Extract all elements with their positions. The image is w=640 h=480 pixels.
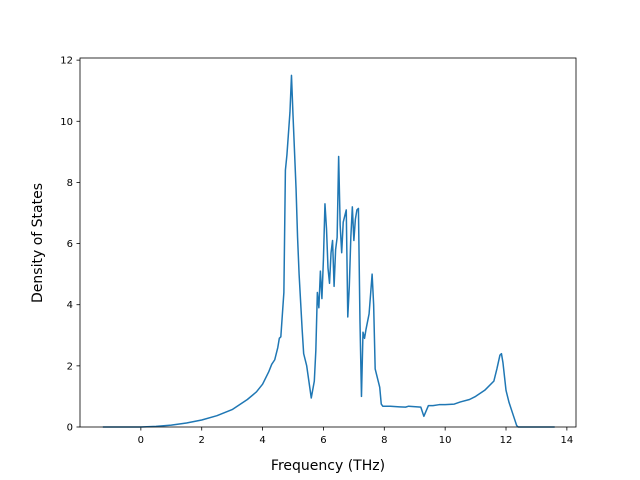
y-tick-label: 0	[67, 423, 73, 434]
x-tick-label: 8	[381, 435, 387, 446]
x-tick-label: 4	[259, 435, 265, 446]
x-axis-label: Frequency (THz)	[271, 458, 385, 474]
y-tick-label: 12	[60, 56, 73, 67]
x-tick-label: 12	[500, 435, 513, 446]
y-tick-label: 2	[67, 361, 73, 372]
x-tick-label: 0	[138, 435, 144, 446]
y-tick-label: 6	[67, 239, 73, 250]
y-tick-label: 4	[67, 300, 73, 311]
y-tick-label: 8	[67, 178, 73, 189]
y-axis-label: Density of States	[30, 183, 46, 303]
x-tick-label: 14	[561, 435, 574, 446]
x-tick-label: 6	[320, 435, 326, 446]
data-line	[102, 74, 555, 428]
y-tick-label: 10	[60, 117, 73, 128]
x-tick-label: 2	[199, 435, 205, 446]
plot-frame	[79, 57, 577, 428]
x-tick-label: 10	[439, 435, 452, 446]
